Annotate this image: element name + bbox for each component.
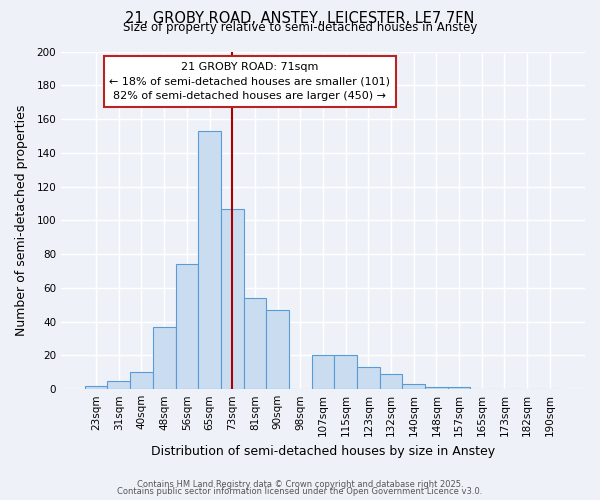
Bar xyxy=(130,372,153,389)
Bar xyxy=(244,298,266,389)
Bar xyxy=(176,264,198,389)
X-axis label: Distribution of semi-detached houses by size in Anstey: Distribution of semi-detached houses by … xyxy=(151,444,495,458)
Y-axis label: Number of semi-detached properties: Number of semi-detached properties xyxy=(15,104,28,336)
Bar xyxy=(153,326,176,389)
Bar xyxy=(266,310,289,389)
Bar xyxy=(311,356,334,389)
Bar xyxy=(448,388,470,389)
Bar xyxy=(85,386,107,389)
Bar xyxy=(357,367,380,389)
Bar xyxy=(425,388,448,389)
Bar xyxy=(403,384,425,389)
Text: Contains HM Land Registry data © Crown copyright and database right 2025.: Contains HM Land Registry data © Crown c… xyxy=(137,480,463,489)
Bar xyxy=(198,131,221,389)
Bar xyxy=(221,208,244,389)
Bar xyxy=(107,380,130,389)
Bar xyxy=(334,356,357,389)
Text: Contains public sector information licensed under the Open Government Licence v3: Contains public sector information licen… xyxy=(118,487,482,496)
Text: 21 GROBY ROAD: 71sqm
← 18% of semi-detached houses are smaller (101)
82% of semi: 21 GROBY ROAD: 71sqm ← 18% of semi-detac… xyxy=(109,62,390,101)
Bar xyxy=(380,374,403,389)
Text: 21, GROBY ROAD, ANSTEY, LEICESTER, LE7 7FN: 21, GROBY ROAD, ANSTEY, LEICESTER, LE7 7… xyxy=(125,11,475,26)
Text: Size of property relative to semi-detached houses in Anstey: Size of property relative to semi-detach… xyxy=(123,21,477,34)
